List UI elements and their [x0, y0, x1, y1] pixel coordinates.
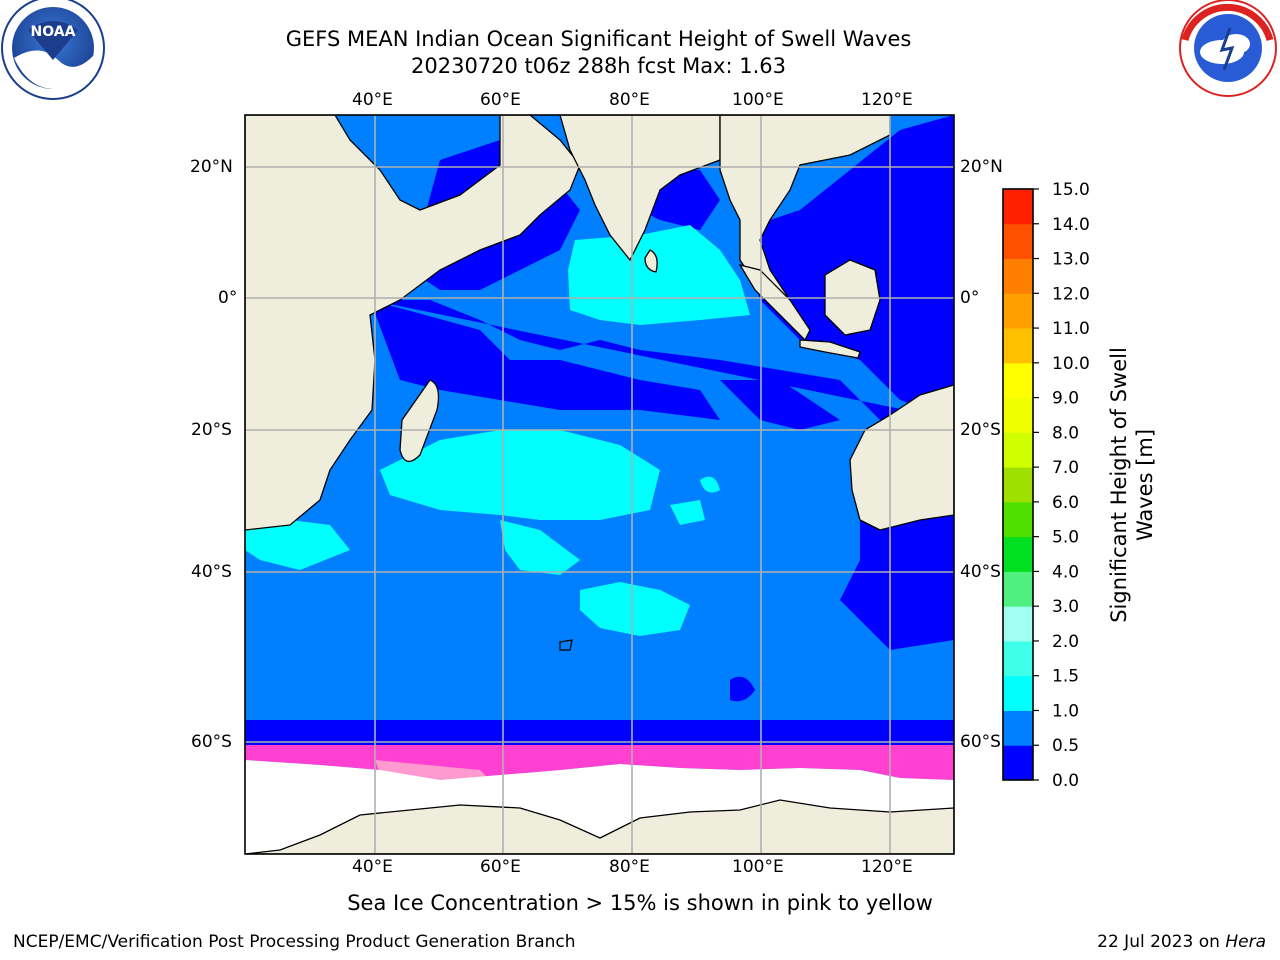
colorbar — [1002, 188, 1034, 781]
nws-logo — [1179, 0, 1277, 97]
map-frame — [244, 114, 955, 855]
colorbar-tick-label: 1.5 — [1052, 667, 1079, 687]
lat-label-left-60s: 60°S — [191, 732, 232, 752]
swell-band-high — [245, 225, 750, 636]
colorbar-tick-label: 7.0 — [1052, 458, 1079, 478]
noaa-logo: NOAA — [1, 0, 105, 100]
colorbar-tick-label: 10.0 — [1052, 354, 1090, 374]
colorbar-tick-label: 5.0 — [1052, 528, 1079, 548]
colorbar-tick-label: 9.0 — [1052, 389, 1079, 409]
colorbar-tick-label: 15.0 — [1052, 180, 1090, 200]
colorbar-segment — [1003, 501, 1033, 538]
lon-label-top-80e: 80°E — [609, 90, 650, 110]
colorbar-frame — [1002, 188, 1034, 781]
sea-ice-caption: Sea Ice Concentration > 15% is shown in … — [347, 891, 933, 915]
colorbar-tick-label: 13.0 — [1052, 250, 1090, 270]
colorbar-segment — [1003, 536, 1033, 572]
colorbar-title-line1: Significant Height of Swell — [1107, 347, 1131, 623]
lon-label-bottom-40e: 40°E — [352, 857, 393, 877]
colorbar-segment — [1003, 571, 1033, 607]
colorbar-segment — [1003, 745, 1033, 781]
noaa-logo-text: NOAA — [31, 24, 76, 40]
lat-label-right-20n: 20°N — [960, 157, 1003, 177]
colorbar-tick-label: 8.0 — [1052, 423, 1079, 443]
sri-lanka-land — [644, 249, 658, 273]
colorbar-tick-label: 1.0 — [1052, 701, 1079, 721]
africa-land — [245, 115, 581, 531]
colorbar-segment — [1003, 223, 1033, 260]
colorbar-segment — [1003, 675, 1033, 711]
colorbar-segment — [1003, 640, 1033, 677]
colorbar-segment — [1003, 362, 1033, 399]
colorbar-tick-label: 12.0 — [1052, 284, 1090, 304]
australia-land — [849, 384, 954, 531]
lon-label-bottom-100e: 100°E — [732, 857, 784, 877]
lat-label-right-60s: 60°S — [960, 732, 1001, 752]
lon-label-top-120e: 120°E — [861, 90, 913, 110]
credit-host: Hera — [1225, 932, 1266, 952]
madagascar-land — [399, 379, 440, 462]
colorbar-segment — [1003, 397, 1033, 433]
colorbar-segment — [1003, 432, 1033, 468]
lat-label-left-20n: 20°N — [190, 157, 233, 177]
colorbar-segment — [1003, 328, 1033, 364]
southeast-asia-land — [719, 115, 891, 302]
colorbar-tick-label: 6.0 — [1052, 493, 1079, 513]
colorbar-tick-label: 4.0 — [1052, 562, 1079, 582]
colorbar-segment — [1003, 293, 1033, 329]
chart-subtitle: 20230720 t06z 288h fcst Max: 1.63 — [411, 54, 786, 78]
colorbar-tick-label: 0.0 — [1052, 771, 1079, 791]
lon-label-bottom-80e: 80°E — [609, 857, 650, 877]
colorbar-segment — [1003, 467, 1033, 503]
colorbar-tick-label: 14.0 — [1052, 215, 1090, 235]
colorbar-tick-label: 0.5 — [1052, 736, 1079, 756]
colorbar-tick-label: 11.0 — [1052, 319, 1090, 339]
colorbar-ticks: 0.0 0.5 1.0 1.5 2.0 3.0 4.0 5.0 6.0 7.0 8.0 9.0 10.0… — [1033, 180, 1090, 791]
credit-date-text: 22 Jul 2023 on — [1097, 932, 1226, 952]
map-area — [245, 115, 954, 854]
chart-title: GEFS MEAN Indian Ocean Significant Heigh… — [285, 27, 912, 51]
java-land — [799, 339, 861, 359]
lat-label-left-40s: 40°S — [191, 562, 232, 582]
lon-label-bottom-60e: 60°E — [480, 857, 521, 877]
lon-label-top-60e: 60°E — [480, 90, 521, 110]
colorbar-title-line2: Waves [m] — [1133, 429, 1157, 541]
colorbar-title: Significant Height of Swell Waves [m] — [1107, 347, 1157, 623]
lat-label-right-0: 0° — [960, 288, 980, 308]
colorbar-tick-label: 3.0 — [1052, 597, 1079, 617]
colorbar-tick-label: 2.0 — [1052, 632, 1079, 652]
lat-label-right-40s: 40°S — [960, 562, 1001, 582]
colorbar-segment — [1003, 606, 1033, 642]
antarctica-land — [245, 799, 954, 854]
colorbar-segment — [1003, 710, 1033, 746]
colorbar-segment — [1003, 189, 1033, 225]
credit-date: 22 Jul 2023 on Hera — [1097, 932, 1266, 952]
lat-label-right-20s: 20°S — [960, 420, 1001, 440]
sumatra-land — [738, 263, 811, 342]
lat-label-left-20s: 20°S — [191, 420, 232, 440]
colorbar-segment — [1003, 258, 1033, 294]
map-gridlines — [245, 115, 954, 854]
lon-label-top-40e: 40°E — [352, 90, 393, 110]
credit-branch: NCEP/EMC/Verification Post Processing Pr… — [13, 932, 576, 952]
lon-label-bottom-120e: 120°E — [861, 857, 913, 877]
kerguelen-island — [559, 639, 573, 651]
lat-label-left-0: 0° — [218, 288, 238, 308]
lon-label-top-100e: 100°E — [732, 90, 784, 110]
